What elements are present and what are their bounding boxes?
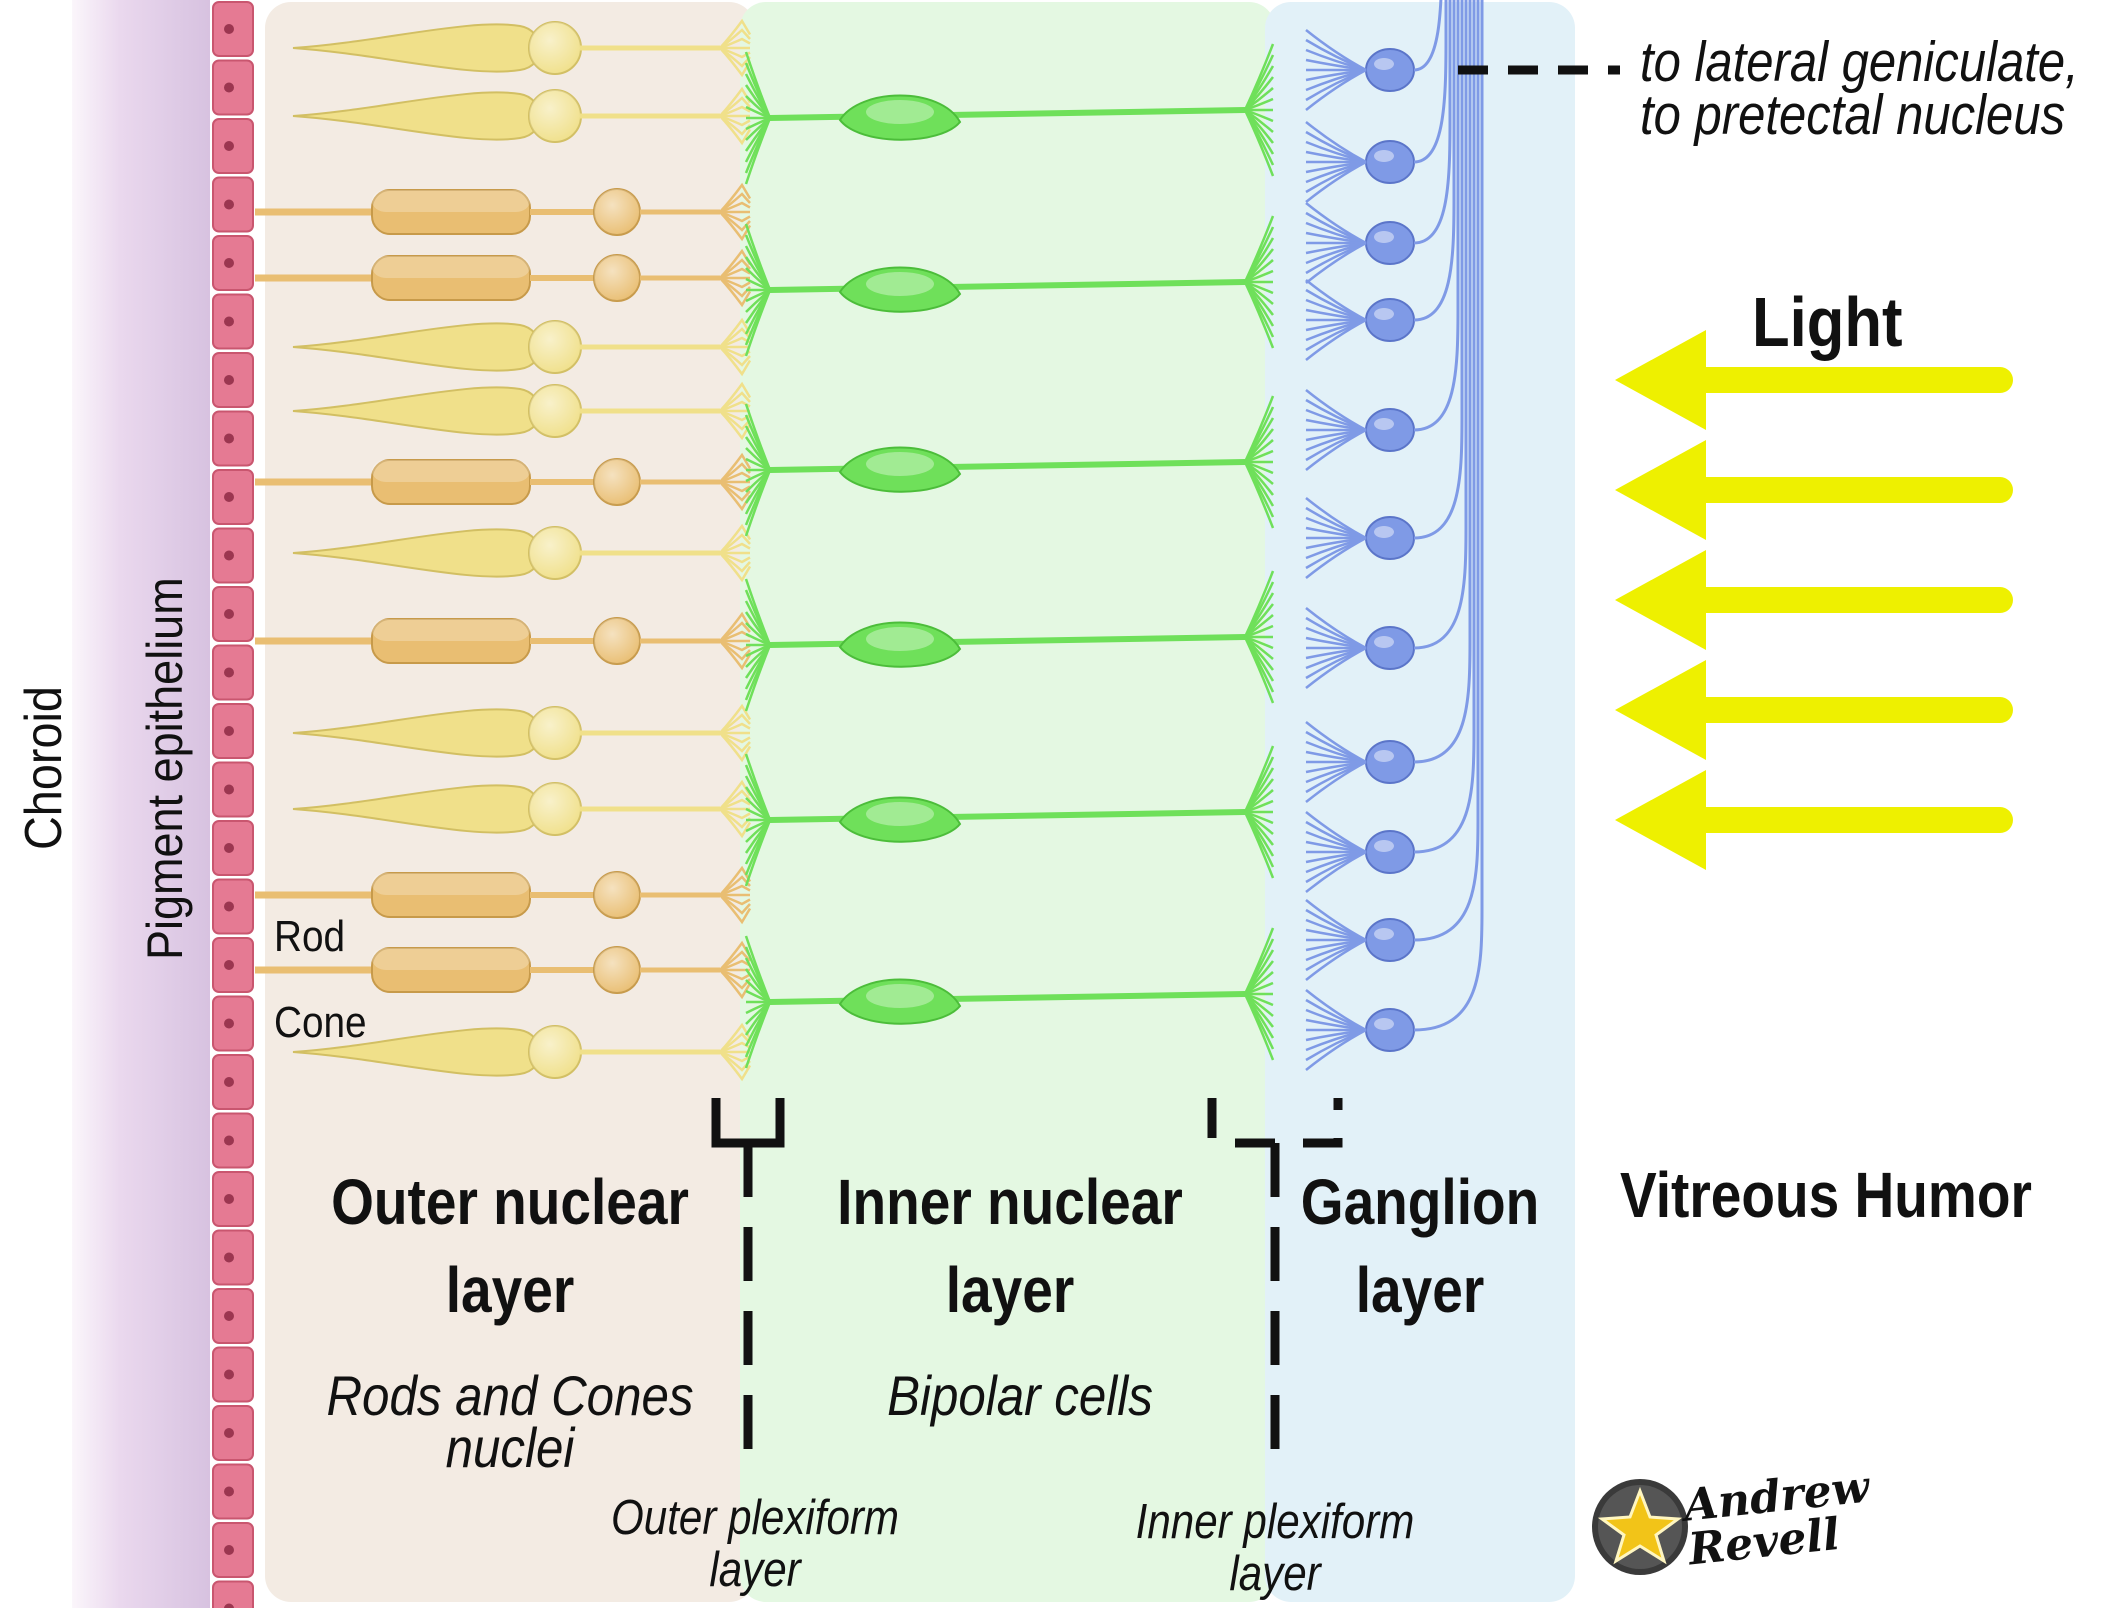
- pigment-nucleus: [224, 199, 234, 210]
- light-arrow: [1615, 660, 2013, 760]
- ganglion-cell: [1305, 0, 1456, 361]
- cone-cell: [292, 317, 752, 377]
- author-signature: Andrew Revell: [1588, 1462, 1872, 1595]
- inner-plexiform-bracket: [1207, 1098, 1343, 1470]
- pigment-nucleus: [224, 843, 234, 853]
- ganglion-cell: [1305, 0, 1468, 689]
- cone-cell: [292, 779, 752, 839]
- ganglion-cell: [1305, 0, 1460, 471]
- destination-line-1: to lateral geniculate,: [1640, 30, 2079, 94]
- outer-nuclear-title: Outer nuclear layer: [331, 1166, 689, 1326]
- rod-cell: [255, 940, 752, 1000]
- vitreous-humor-label: Vitreous Humor: [1620, 1159, 2032, 1231]
- light-arrow: [1615, 440, 2013, 540]
- pigment-nucleus: [224, 141, 234, 151]
- ganglion-cell: [1305, 0, 1448, 203]
- destination-label: to lateral geniculate, to pretectal nucl…: [1640, 30, 2079, 147]
- pigment-nucleus: [224, 609, 234, 619]
- outer-plexiform-label: Outer plexiform layer: [610, 1491, 900, 1597]
- pigment-nucleus: [224, 1369, 234, 1380]
- cone-label: Cone: [274, 998, 367, 1047]
- star-logo-icon: [1592, 1479, 1688, 1575]
- pigment-epithelium-label: Pigment epithelium: [137, 577, 193, 960]
- ganglion-cell: [1305, 0, 1472, 803]
- ganglion-cell: [1305, 0, 1464, 579]
- pigment-nucleus: [224, 1311, 234, 1321]
- pigment-nucleus: [224, 667, 234, 678]
- light-arrows: [1615, 330, 2013, 870]
- bipolar-cell: [744, 43, 1275, 185]
- pigment-nucleus: [224, 960, 234, 970]
- pigment-nucleus: [224, 1428, 234, 1438]
- bipolar-cell: [744, 927, 1275, 1069]
- ganglion-cells: [1305, 0, 1484, 1071]
- ganglion-title: Ganglion layer: [1300, 1166, 1540, 1326]
- pigment-nucleus: [224, 1194, 234, 1204]
- bipolar-cells: [744, 43, 1275, 1069]
- pigment-nucleus: [224, 375, 234, 385]
- cone-cell: [292, 381, 752, 441]
- pigment-nucleus: [224, 24, 234, 34]
- inner-nuclear-region: [740, 2, 1275, 1602]
- pigment-nucleus: [224, 1545, 234, 1555]
- light-arrow: [1615, 770, 2013, 870]
- cone-cell: [292, 1022, 752, 1082]
- rod-cell: [255, 182, 752, 242]
- outer-nuclear-subtitle: Rods and Cones nuclei: [326, 1364, 694, 1479]
- photoreceptor-cells: [255, 18, 752, 1082]
- pigment-nucleus: [224, 1135, 234, 1146]
- rod-cell: [255, 452, 752, 512]
- pigment-cell: [212, 1580, 254, 1608]
- bipolar-cell: [744, 395, 1275, 537]
- pigment-nucleus: [224, 1486, 234, 1497]
- pigment-nucleus: [224, 1077, 234, 1087]
- destination-line-2: to pretectal nucleus: [1640, 83, 2066, 147]
- ganglion-cell: [1305, 0, 1444, 111]
- pigment-nucleus: [224, 82, 234, 93]
- cone-cell: [292, 523, 752, 583]
- cone-cell: [292, 86, 752, 146]
- ganglion-region: [1265, 2, 1575, 1602]
- pigment-epithelium: [212, 1, 254, 1608]
- choroid-label: Choroid: [15, 686, 73, 850]
- choroid-region: [72, 0, 210, 1608]
- pigment-nucleus: [224, 316, 234, 327]
- ganglion-cell: [1305, 0, 1476, 893]
- pigment-nucleus: [224, 1252, 234, 1263]
- pigment-nucleus: [224, 1603, 234, 1608]
- outer-plexiform-bracket: [711, 1098, 785, 1470]
- rod-label: Rod: [274, 912, 346, 961]
- ganglion-cell: [1305, 0, 1452, 284]
- bipolar-cell: [744, 570, 1275, 712]
- rod-cell: [255, 248, 752, 308]
- light-label: Light: [1752, 283, 1903, 361]
- pigment-nucleus: [224, 901, 234, 912]
- rod-cell: [255, 865, 752, 925]
- light-arrow: [1615, 330, 2013, 430]
- pigment-nucleus: [224, 258, 234, 268]
- bipolar-cell: [744, 215, 1275, 357]
- ganglion-cell: [1305, 0, 1480, 981]
- cone-cell: [292, 703, 752, 763]
- cone-cell: [292, 18, 752, 78]
- light-arrow: [1615, 550, 2013, 650]
- inner-nuclear-subtitle: Bipolar cells: [887, 1364, 1153, 1427]
- pigment-nucleus: [224, 550, 234, 561]
- bipolar-cell: [744, 745, 1275, 887]
- pigment-nucleus: [224, 784, 234, 795]
- rod-cell: [255, 611, 752, 671]
- pigment-nucleus: [224, 726, 234, 736]
- pigment-nucleus: [224, 433, 234, 444]
- inner-plexiform-label: Inner plexiform layer: [1135, 1495, 1415, 1601]
- ganglion-cell: [1305, 0, 1484, 1071]
- pigment-nucleus: [224, 1018, 234, 1029]
- pigment-nucleus: [224, 492, 234, 502]
- inner-nuclear-title: Inner nuclear layer: [837, 1166, 1183, 1326]
